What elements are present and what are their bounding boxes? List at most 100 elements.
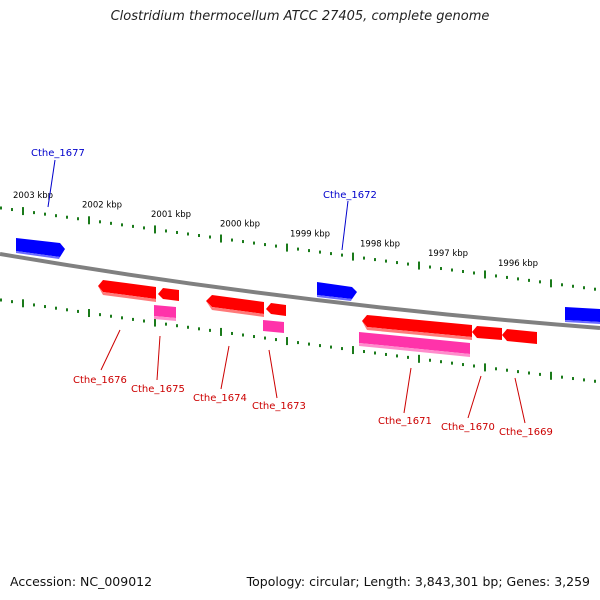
major-tick xyxy=(154,318,156,327)
gene-cthe-1675[interactable] xyxy=(154,305,176,321)
scale-label: 1997 kbp xyxy=(428,249,468,259)
minor-tick xyxy=(583,286,585,290)
forward-tick-ring xyxy=(0,206,596,291)
minor-tick xyxy=(396,354,398,358)
minor-tick xyxy=(429,358,431,362)
minor-tick xyxy=(99,313,101,317)
map-title: Clostridium thermocellum ATCC 27405, com… xyxy=(110,9,490,24)
minor-tick xyxy=(264,336,266,340)
minor-tick xyxy=(528,371,530,375)
genome-summary-text: Topology: circular; Length: 3,843,301 bp… xyxy=(246,574,590,589)
scale-label: 2000 kbp xyxy=(220,219,260,229)
minor-tick xyxy=(594,287,596,291)
minor-tick xyxy=(198,327,200,331)
gene-label-cthe-1669: Cthe_1669 xyxy=(499,427,553,438)
scale-label: 2002 kbp xyxy=(82,200,122,210)
minor-tick xyxy=(407,262,409,266)
gene-cthe-1673[interactable] xyxy=(263,303,286,333)
minor-tick xyxy=(506,368,508,372)
minor-tick xyxy=(264,243,266,247)
minor-tick xyxy=(121,223,123,227)
minor-tick xyxy=(165,322,167,326)
minor-tick xyxy=(528,278,530,282)
major-tick xyxy=(220,327,222,336)
minor-tick xyxy=(297,247,299,251)
minor-tick xyxy=(407,355,409,359)
gene-cthe-1672[interactable] xyxy=(317,282,357,301)
minor-tick xyxy=(231,331,233,335)
major-tick xyxy=(484,363,486,372)
gene-cthe-1674[interactable] xyxy=(206,295,264,317)
minor-tick xyxy=(451,361,453,365)
minor-tick xyxy=(44,305,46,309)
major-tick xyxy=(88,216,90,225)
minor-tick xyxy=(429,265,431,269)
major-tick xyxy=(352,346,354,355)
minor-tick xyxy=(572,284,574,288)
minor-tick xyxy=(143,319,145,323)
minor-tick xyxy=(198,234,200,238)
minor-tick xyxy=(0,206,2,210)
scale-label: 1998 kbp xyxy=(360,239,400,249)
minor-tick xyxy=(385,259,387,263)
minor-tick xyxy=(440,267,442,271)
gene-cthe-1669[interactable] xyxy=(502,329,537,344)
minor-tick xyxy=(44,212,46,216)
gene-cthe-1671[interactable] xyxy=(359,315,472,357)
scale-label: 2001 kbp xyxy=(151,210,191,220)
major-tick xyxy=(22,207,24,216)
minor-tick xyxy=(473,364,475,368)
minor-tick xyxy=(176,230,178,234)
minor-tick xyxy=(121,316,123,320)
major-tick xyxy=(286,337,288,346)
minor-tick xyxy=(253,335,255,339)
minor-tick xyxy=(330,345,332,349)
minor-tick xyxy=(561,283,563,287)
major-tick xyxy=(550,279,552,288)
minor-tick xyxy=(308,249,310,253)
minor-tick xyxy=(396,261,398,265)
major-tick xyxy=(88,309,90,318)
minor-tick xyxy=(363,350,365,354)
gene-cthe-1675b[interactable] xyxy=(158,288,179,301)
gene-cthe-1677[interactable] xyxy=(16,238,65,259)
gene-label-cthe-1675: Cthe_1675 xyxy=(131,384,185,395)
major-tick xyxy=(550,371,552,380)
gene-cthe-1676[interactable] xyxy=(98,280,156,302)
minor-tick xyxy=(308,342,310,346)
minor-tick xyxy=(440,360,442,364)
minor-tick xyxy=(143,226,145,230)
gene-label-cthe-1677: Cthe_1677 xyxy=(31,148,85,159)
minor-tick xyxy=(99,220,101,224)
minor-tick xyxy=(187,232,189,236)
major-tick xyxy=(220,234,222,243)
gene-label-cthe-1670: Cthe_1670 xyxy=(441,422,495,433)
major-tick xyxy=(484,270,486,279)
minor-tick xyxy=(517,277,519,281)
minor-tick xyxy=(363,256,365,260)
minor-tick xyxy=(341,347,343,351)
minor-tick xyxy=(561,375,563,379)
minor-tick xyxy=(165,229,167,233)
gene-label-cthe-1671: Cthe_1671 xyxy=(378,416,432,427)
minor-tick xyxy=(209,328,211,332)
major-tick xyxy=(418,261,420,270)
major-tick xyxy=(418,354,420,363)
minor-tick xyxy=(495,367,497,371)
gene-unlabeled-forward[interactable] xyxy=(565,307,600,324)
minor-tick xyxy=(209,235,211,239)
minor-tick xyxy=(506,275,508,279)
gene-label-cthe-1674: Cthe_1674 xyxy=(193,393,247,404)
minor-tick xyxy=(231,238,233,242)
minor-tick xyxy=(33,211,35,215)
gene-cthe-1670[interactable] xyxy=(472,326,502,340)
gene-label-cthe-1672: Cthe_1672 xyxy=(323,190,377,201)
minor-tick xyxy=(33,303,35,307)
minor-tick xyxy=(275,338,277,342)
minor-tick xyxy=(275,244,277,248)
genome-backbone xyxy=(0,252,600,330)
minor-tick xyxy=(517,370,519,374)
minor-tick xyxy=(242,333,244,337)
major-tick xyxy=(286,243,288,252)
